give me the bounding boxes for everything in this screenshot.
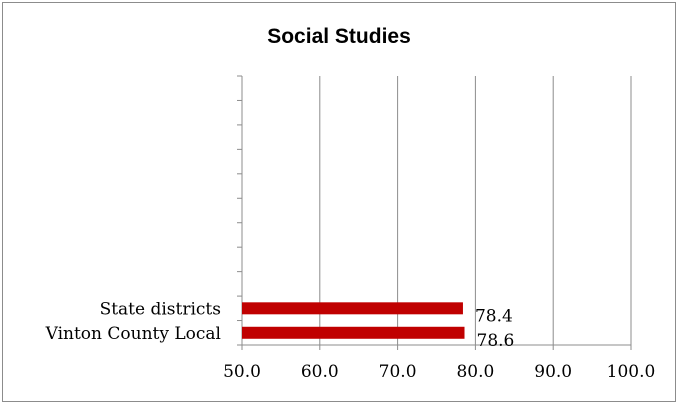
x-tick-label: 80.0 [456,362,494,382]
x-tick-label: 100.0 [607,362,656,382]
data-label: 78.4 [475,306,513,326]
category-label: Vinton County Local [45,324,221,344]
x-tick-label: 70.0 [379,362,417,382]
category-label: State districts [100,299,221,319]
x-tick-label: 90.0 [534,362,572,382]
x-tick-label: 60.0 [301,362,339,382]
bar [242,302,463,315]
bar [242,326,465,339]
x-tick-label: 50.0 [223,362,261,382]
chart-title: Social Studies [267,25,411,48]
plot-area: 50.0 60.0 70.0 80.0 90.0 100.0 Vinton County L… [45,75,656,382]
data-label: 78.6 [477,331,515,351]
